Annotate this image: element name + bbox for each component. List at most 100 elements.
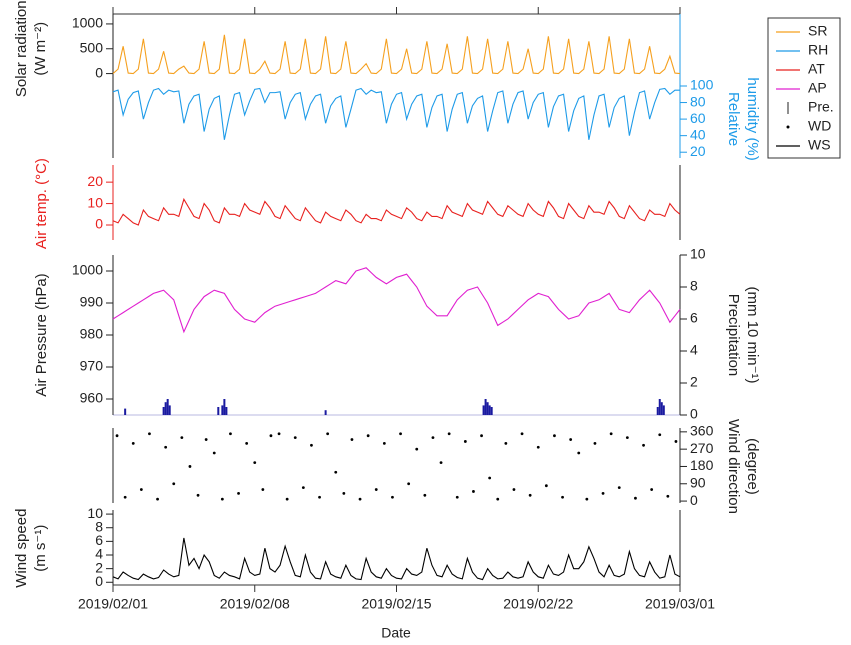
point [253,461,257,465]
y-tick-label: 980 [80,326,104,342]
point [229,432,232,436]
line [112,197,681,226]
point [634,496,637,500]
point [496,497,500,501]
point [625,436,629,440]
axis-label: Air Pressure (hPa) [33,273,50,396]
point [245,441,249,445]
y-tick-label: 270 [690,440,714,456]
point [504,441,508,445]
bar [486,402,489,415]
point [188,465,192,468]
legend-swatch [786,125,790,129]
point [301,486,305,490]
legend-label: WD [808,118,831,134]
bar [656,407,659,415]
axis-label: Wind direction [725,419,742,514]
line [112,267,681,334]
point [334,470,338,474]
point [164,445,168,449]
point [196,493,200,497]
point [553,434,556,438]
bar [660,402,663,415]
point [115,434,119,438]
point [212,451,216,455]
y-tick-label: 0 [95,64,103,80]
bar [488,405,491,415]
point [407,482,411,486]
point [237,491,240,495]
point [439,461,443,465]
y-tick-label: 960 [80,390,104,406]
legend-label: Pre. [808,99,834,115]
y-tick-label: 0 [95,216,103,232]
point [601,491,605,495]
y-tick-label: 8 [95,518,103,534]
bar [164,402,167,415]
point [139,488,143,491]
point [415,447,419,451]
legend-label: WS [808,137,831,153]
y-tick-label: 1000 [72,262,103,278]
y-tick-label: 8 [690,278,698,294]
y-tick-label: 60 [690,110,706,126]
y-tick-label: 10 [87,505,103,521]
axis-label: Relative [725,92,742,146]
bar [484,399,487,415]
point [666,494,670,498]
legend-label: RH [808,42,828,58]
x-tick-label: 2019/02/22 [503,596,573,612]
point [617,486,621,490]
point [172,482,176,486]
y-tick-label: 1000 [72,15,103,31]
point [642,443,645,447]
bar [490,407,493,415]
y-tick-label: 10 [87,194,103,210]
axis-label: (W m⁻²) [32,22,49,76]
bar [162,407,165,415]
legend-label: SR [808,23,827,39]
point [342,491,346,495]
bar [223,399,226,415]
point [455,495,459,499]
point [399,432,402,436]
bar [221,405,224,415]
bar [658,399,661,415]
point [285,497,289,501]
x-tick-label: 2019/02/15 [361,596,431,612]
y-tick-label: 2 [95,559,103,575]
axis-label: Precipitation [725,294,742,377]
legend-box [767,17,841,159]
y-tick-label: 20 [87,173,103,189]
y-tick-label: 360 [690,423,714,439]
y-tick-label: 0 [690,492,698,508]
point [310,443,313,447]
bar [166,399,169,415]
axis-label: humidity (%) [744,77,761,160]
point [609,432,613,436]
point [431,436,435,440]
bar [217,407,220,415]
bar [168,405,171,415]
y-tick-label: 20 [690,143,706,159]
y-tick-label: 990 [80,294,104,310]
point [326,432,330,436]
point [650,488,654,491]
y-tick-label: 970 [80,358,104,374]
x-tick-label: 2019/02/08 [220,596,290,612]
point [585,497,589,501]
y-tick-label: 0 [690,406,698,422]
point [180,436,184,440]
x-tick-label: 2019/02/01 [78,596,148,612]
bar [482,405,485,415]
point [488,476,492,480]
line [112,537,681,581]
point [520,432,524,436]
axis-label: Wind speed [13,509,30,588]
y-tick-label: 90 [690,474,706,490]
y-tick-label: 0 [95,573,103,589]
point [269,434,273,438]
legend-label: AP [808,80,827,96]
y-tick-label: 2 [690,374,698,390]
point [220,497,224,501]
